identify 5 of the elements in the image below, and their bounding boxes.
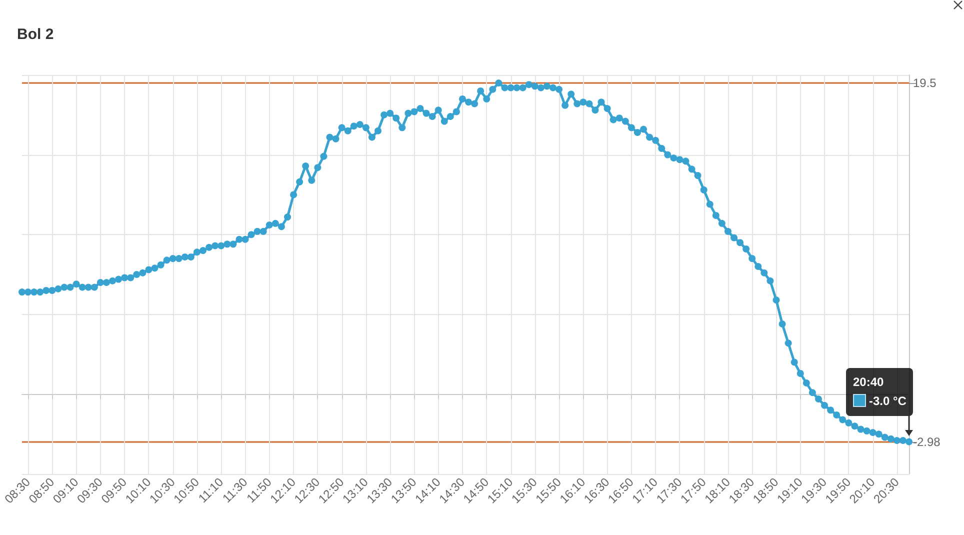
y-tick-label: -2.98 [913, 434, 941, 449]
chart-title: Bol 2 [17, 26, 54, 43]
tooltip: 20:40 -3.0 °C [846, 368, 914, 416]
y-tick-label: 19.5 [913, 76, 937, 90]
annotation: 20:40 -3.0 °C [853, 374, 906, 408]
